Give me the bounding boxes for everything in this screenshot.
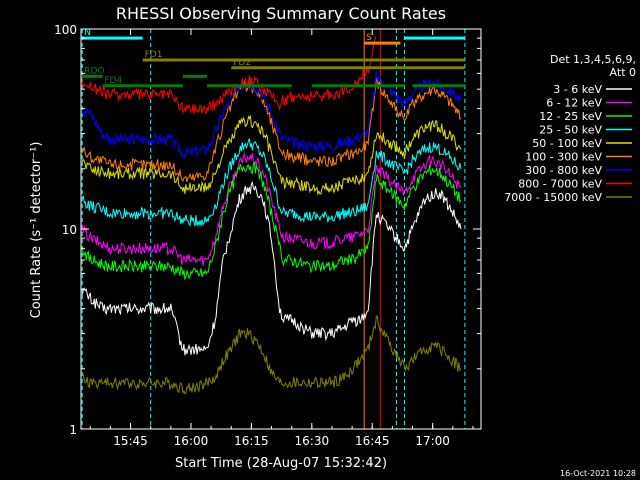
legend-header: Det 1,3,4,5,6,9, bbox=[550, 53, 636, 66]
series-line bbox=[81, 138, 462, 227]
legend-label: 12 - 25 keV bbox=[539, 110, 602, 123]
generated-timestamp: 16-Oct-2021 10:28 bbox=[560, 469, 636, 478]
series-line bbox=[81, 162, 462, 281]
y-ticks: 1 10 100 bbox=[54, 23, 481, 437]
series-line bbox=[81, 315, 462, 395]
series-line bbox=[81, 70, 462, 159]
x-tick-label: 15:45 bbox=[113, 434, 148, 448]
legend-label: 100 - 300 keV bbox=[525, 151, 602, 164]
legend-header: Att 0 bbox=[610, 66, 636, 79]
legend-label: 3 - 6 keV bbox=[553, 83, 602, 96]
x-tick-label: 17:00 bbox=[415, 434, 450, 448]
y-tick-label: 1 bbox=[69, 423, 77, 437]
legend-label: 7000 - 15000 keV bbox=[504, 191, 602, 204]
x-ticks: 15:45 16:00 16:15 16:30 16:45 17:00 bbox=[89, 29, 474, 448]
series-line bbox=[81, 36, 377, 115]
flag-label: FD1 bbox=[145, 50, 163, 60]
chart-title: RHESSI Observing Summary Count Rates bbox=[116, 4, 446, 23]
series-line bbox=[81, 115, 462, 196]
y-tick-label: 10 bbox=[62, 223, 77, 237]
x-tick-label: 16:30 bbox=[295, 434, 330, 448]
series-line bbox=[81, 152, 462, 266]
x-tick-label: 16:15 bbox=[234, 434, 269, 448]
series-line bbox=[81, 181, 462, 356]
y-tick-label: 100 bbox=[54, 23, 77, 37]
legend-label: 300 - 800 keV bbox=[525, 164, 602, 177]
legend-label: 50 - 100 keV bbox=[532, 137, 602, 150]
flag-label: S bbox=[366, 33, 372, 43]
x-axis-label: Start Time (28-Aug-07 15:32:42) bbox=[175, 456, 387, 471]
flag-label: N bbox=[84, 28, 91, 38]
series-line bbox=[81, 76, 462, 183]
legend-label: 800 - 7000 keV bbox=[518, 178, 602, 191]
legend-label: 6 - 12 keV bbox=[546, 97, 602, 110]
x-tick-label: 16:45 bbox=[355, 434, 390, 448]
flag-label: FD2 bbox=[233, 58, 251, 68]
flag-label: RDO bbox=[84, 66, 104, 76]
flag-label: FD4 bbox=[104, 76, 122, 86]
x-tick-label: 16:00 bbox=[174, 434, 209, 448]
legend-label: 25 - 50 keV bbox=[539, 124, 602, 137]
y-axis-label: Count Rate (s⁻¹ detector⁻¹) bbox=[29, 142, 44, 319]
